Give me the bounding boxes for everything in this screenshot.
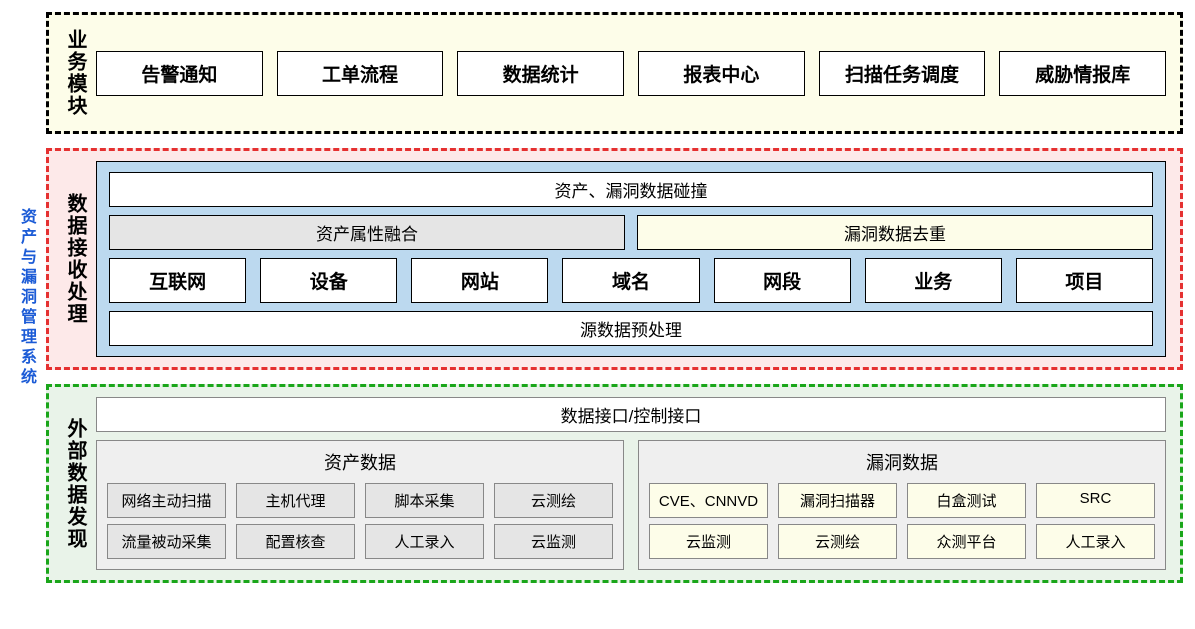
group-vuln-title: 漏洞数据 [649,447,1155,477]
asset-1-2: 人工录入 [365,524,484,559]
layer-business: 业务模块 告警通知 工单流程 数据统计 报表中心 扫描任务调度 威胁情报库 [46,12,1183,134]
asset-1-0: 流量被动采集 [107,524,226,559]
system-title: 资产与漏洞管理系统 [12,12,40,583]
layers-container: 业务模块 告警通知 工单流程 数据统计 报表中心 扫描任务调度 威胁情报库 数据… [46,12,1183,583]
biz-box-2: 数据统计 [457,51,624,96]
entity-4: 网段 [714,258,851,303]
asset-0-2: 脚本采集 [365,483,484,518]
entity-3: 域名 [562,258,699,303]
vuln-1-0: 云监测 [649,524,768,559]
entity-5: 业务 [865,258,1002,303]
asset-0-1: 主机代理 [236,483,355,518]
entity-0: 互联网 [109,258,246,303]
processing-top-bar: 资产、漏洞数据碰撞 [109,172,1153,207]
processing-bottom-bar: 源数据预处理 [109,311,1153,346]
diagram-root: 资产与漏洞管理系统 业务模块 告警通知 工单流程 数据统计 报表中心 扫描任务调… [12,12,1183,583]
vuln-1-2: 众测平台 [907,524,1026,559]
asset-1-3: 云监测 [494,524,613,559]
processing-mid-1: 漏洞数据去重 [637,215,1153,250]
asset-1-1: 配置核查 [236,524,355,559]
vuln-1-1: 云测绘 [778,524,897,559]
biz-box-3: 报表中心 [638,51,805,96]
biz-box-0: 告警通知 [96,51,263,96]
entity-2: 网站 [411,258,548,303]
processing-inner-panel: 资产、漏洞数据碰撞 资产属性融合 漏洞数据去重 互联网 设备 网站 域名 网段 … [96,161,1166,357]
biz-box-5: 威胁情报库 [999,51,1166,96]
vuln-1-3: 人工录入 [1036,524,1155,559]
entity-6: 项目 [1016,258,1153,303]
asset-0-3: 云测绘 [494,483,613,518]
group-vuln: 漏洞数据 CVE、CNNVD 漏洞扫描器 白盒测试 SRC 云监测 云测绘 众测… [638,440,1166,570]
discovery-top-bar: 数据接口/控制接口 [96,397,1166,432]
group-asset-title: 资产数据 [107,447,613,477]
layer-discovery-label: 外部数据发现 [59,397,96,570]
layer-processing-label: 数据接收处理 [59,161,96,357]
vuln-0-0: CVE、CNNVD [649,483,768,518]
group-asset: 资产数据 网络主动扫描 主机代理 脚本采集 云测绘 流量被动采集 配置核查 人工… [96,440,624,570]
vuln-0-1: 漏洞扫描器 [778,483,897,518]
layer-processing: 数据接收处理 资产、漏洞数据碰撞 资产属性融合 漏洞数据去重 互联网 设备 网站… [46,148,1183,370]
processing-mid-0: 资产属性融合 [109,215,625,250]
vuln-0-2: 白盒测试 [907,483,1026,518]
vuln-0-3: SRC [1036,483,1155,518]
asset-0-0: 网络主动扫描 [107,483,226,518]
layer-discovery: 外部数据发现 数据接口/控制接口 资产数据 网络主动扫描 主机代理 脚本采集 云… [46,384,1183,583]
biz-box-4: 扫描任务调度 [819,51,986,96]
biz-box-1: 工单流程 [277,51,444,96]
layer-business-label: 业务模块 [59,25,96,121]
entity-1: 设备 [260,258,397,303]
